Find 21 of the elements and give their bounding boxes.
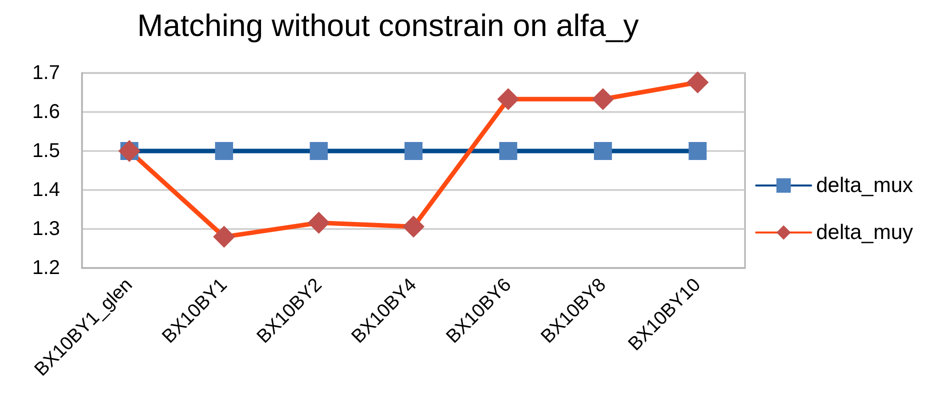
point xyxy=(592,88,614,110)
y-tick-label: 1.4 xyxy=(32,179,60,201)
y-tick-label: 1.6 xyxy=(32,101,60,123)
y-tick-label: 1.7 xyxy=(32,62,60,84)
point xyxy=(688,142,707,160)
point xyxy=(499,142,518,160)
legend-label: delta_muy xyxy=(816,221,914,244)
point xyxy=(215,142,234,160)
legend-label: delta_mux xyxy=(816,174,914,197)
point xyxy=(310,142,328,160)
point xyxy=(686,71,709,94)
point xyxy=(402,216,424,238)
y-tick-label: 1.2 xyxy=(32,257,60,279)
point xyxy=(404,142,422,160)
y-tick-label: 1.5 xyxy=(32,140,60,162)
point xyxy=(497,88,520,110)
point xyxy=(594,142,612,160)
chart-title: Matching without constrain on alfa_y xyxy=(137,8,640,43)
point xyxy=(308,212,330,234)
point xyxy=(213,226,236,248)
y-tick-label: 1.3 xyxy=(32,218,60,240)
